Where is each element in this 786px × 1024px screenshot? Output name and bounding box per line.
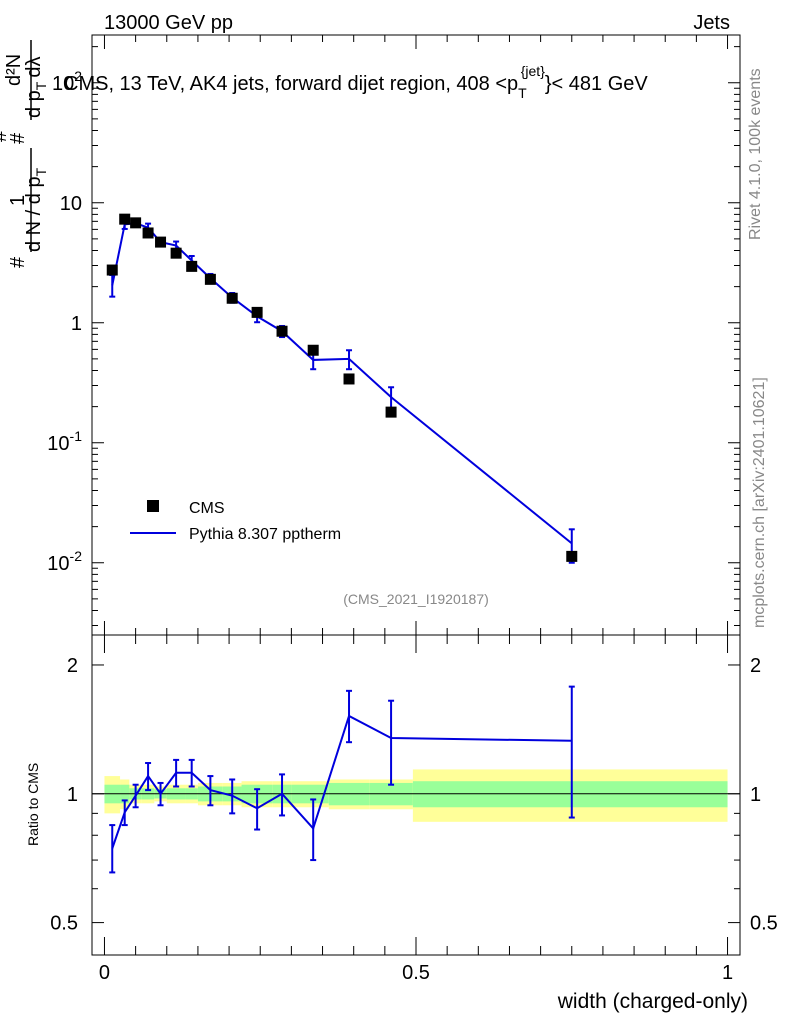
legend-data-label: CMS (189, 500, 225, 517)
main-y-tick-label-exp: -1 (70, 428, 83, 444)
main-y-tick-label: 10-2 (47, 548, 82, 575)
ylabel-hash1: # (7, 256, 29, 268)
header-right: Jets (693, 12, 730, 34)
main-y-tick-label: 10-1 (47, 428, 82, 455)
legend: CMS Pythia 8.307 pptherm (130, 500, 341, 543)
main-y-tick-label-base: 10 (47, 553, 69, 575)
ratio-x-tick-label: 1 (722, 962, 733, 984)
plot-title-main: CMS, 13 TeV, AK4 jets, forward dijet reg… (64, 73, 518, 95)
ylabel-hash3: # (0, 130, 11, 142)
data-point (155, 236, 167, 248)
ylabel-frac-top: 1 (7, 195, 29, 206)
ylabel-frac-bottom: d N / d pT (23, 167, 49, 252)
legend-data-marker (147, 500, 159, 512)
ratio-plot: 0.5 0.51 12 20 0.5 1 (50, 634, 778, 984)
data-point (106, 264, 118, 276)
data-point (204, 273, 216, 285)
mcplots-label: mcplots.cern.ch [arXiv:2401.10621] (751, 377, 768, 628)
main-x-ticks (103, 35, 729, 635)
data-point (226, 292, 238, 304)
plot-title-sup: {jet} (521, 63, 545, 79)
legend-mc-label: Pythia 8.307 pptherm (189, 526, 341, 543)
data-point (170, 247, 182, 259)
ratio-y-tick-label-right: 0.5 (750, 913, 778, 935)
main-y-tick-label-exp: 2 (74, 68, 82, 84)
main-y-tick-label: 102 (52, 68, 82, 95)
main-y-axis-label: # 1 d N / d pT # d²N d pTdλ # (0, 40, 49, 268)
plot-title-sub: T (518, 85, 527, 101)
plot-title-end: }< 481 GeV (545, 73, 649, 95)
ylabel-deriv-bottom-main: d p (23, 90, 45, 118)
main-plot-frame (91, 34, 741, 636)
ylabel-deriv-bottom-sub: T (33, 81, 49, 90)
data-point (119, 213, 131, 225)
data-point (343, 373, 355, 385)
data-point (251, 306, 263, 318)
ratio-y-tick-label-left: 0.5 (50, 913, 78, 935)
plot-title: CMS, 13 TeV, AK4 jets, forward dijet reg… (64, 63, 648, 101)
ratio-y-tick-label-left: 2 (67, 655, 78, 677)
ylabel-deriv-top: d²N (3, 54, 25, 86)
ratio-y-axis-label: Ratio to CMS (25, 763, 41, 846)
data-point (276, 325, 288, 337)
main-y-tick-label-exp: -2 (70, 548, 83, 564)
ratio-y-tick-label-right: 1 (750, 784, 761, 806)
ylabel-frac-bottom-main: d N / d p (23, 176, 45, 252)
ratio-y-ticks: 0.5 0.5 1 1 2 2 (50, 655, 778, 935)
header-left: 13000 GeV pp (104, 12, 233, 34)
ratio-x-tick-label: 0 (99, 962, 110, 984)
data-point (566, 550, 578, 562)
data-point (130, 217, 142, 229)
ratio-x-tick-label: 0.5 (402, 962, 430, 984)
mc-series-line (111, 222, 573, 545)
ratio-x-ticks: 0 0.5 1 (99, 635, 733, 984)
main-y-tick-label: 1 (71, 313, 82, 335)
ratio-y-tick-label-left: 1 (67, 784, 78, 806)
data-point (385, 406, 397, 418)
data-point (307, 344, 319, 356)
data-point (186, 260, 198, 272)
main-y-tick-label: 10 (60, 193, 82, 215)
analysis-id: (CMS_2021_I1920187) (343, 591, 489, 607)
data-point (142, 227, 154, 239)
ylabel-deriv-bottom: d pTdλ (23, 57, 49, 119)
x-axis-label: width (charged-only) (557, 990, 748, 1013)
ylabel-frac-bottom-sub: T (33, 167, 49, 176)
rivet-version-label: Rivet 4.1.0, 100k events (747, 68, 764, 240)
ratio-y-tick-label-right: 2 (750, 655, 761, 677)
ylabel-deriv-bottom-end: dλ (23, 57, 45, 78)
ylabel-hash2: # (7, 132, 29, 144)
main-y-tick-label-base: 10 (52, 73, 74, 95)
main-y-tick-label-base: 10 (47, 433, 69, 455)
